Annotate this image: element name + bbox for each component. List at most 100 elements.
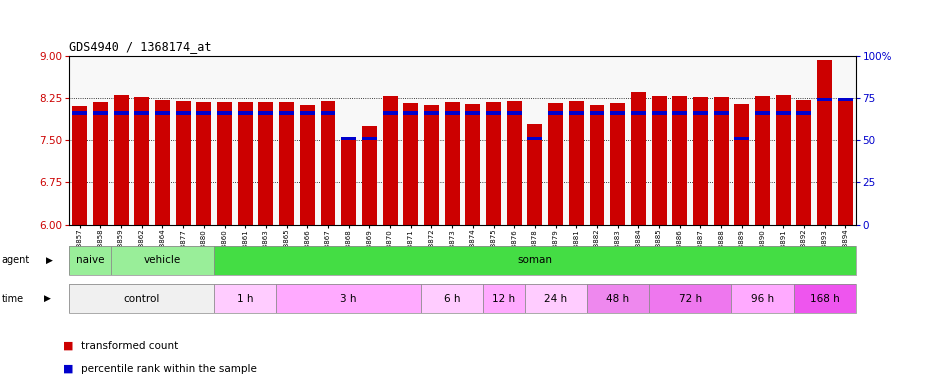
Bar (734, 104, 749, 225)
Bar (776, 95, 791, 225)
Bar (817, 98, 832, 101)
Bar (215, 284, 277, 313)
Bar (507, 101, 522, 225)
Text: GDS4940 / 1368174_at: GDS4940 / 1368174_at (69, 40, 212, 53)
Bar (610, 103, 625, 225)
Bar (403, 103, 418, 225)
Bar (277, 284, 421, 313)
Bar (362, 137, 376, 140)
Bar (196, 102, 211, 225)
Bar (732, 284, 794, 313)
Bar (672, 96, 687, 225)
Bar (714, 111, 729, 114)
Bar (258, 102, 274, 225)
Bar (114, 111, 129, 114)
Bar (483, 284, 524, 313)
Bar (838, 98, 853, 225)
Bar (341, 137, 356, 140)
Bar (362, 126, 376, 225)
Bar (589, 111, 604, 114)
Bar (321, 101, 336, 225)
Bar (776, 111, 791, 114)
Bar (589, 105, 604, 225)
Text: control: control (124, 293, 160, 304)
Text: transformed count: transformed count (81, 341, 179, 351)
Text: ▶: ▶ (44, 294, 51, 303)
Bar (794, 284, 856, 313)
Bar (424, 105, 438, 225)
Bar (155, 111, 170, 114)
Text: 72 h: 72 h (679, 293, 702, 304)
Bar (651, 111, 667, 114)
Text: ■: ■ (63, 341, 73, 351)
Bar (527, 137, 542, 140)
Bar (111, 246, 215, 275)
Bar (424, 111, 438, 114)
Bar (755, 111, 770, 114)
Bar (176, 101, 191, 225)
Bar (586, 284, 648, 313)
Bar (92, 111, 108, 114)
Bar (817, 60, 832, 225)
Bar (755, 96, 770, 225)
Bar (693, 111, 708, 114)
Bar (693, 97, 708, 225)
Bar (238, 111, 253, 114)
Bar (69, 246, 111, 275)
Text: 168 h: 168 h (809, 293, 840, 304)
Bar (341, 137, 356, 225)
Text: 3 h: 3 h (340, 293, 357, 304)
Text: time: time (2, 293, 24, 304)
Bar (383, 96, 398, 225)
Text: 24 h: 24 h (544, 293, 567, 304)
Bar (114, 95, 129, 225)
Bar (217, 102, 232, 225)
Bar (421, 284, 483, 313)
Text: 6 h: 6 h (444, 293, 461, 304)
Bar (796, 111, 811, 114)
Bar (279, 103, 294, 225)
Bar (549, 111, 563, 114)
Bar (321, 111, 336, 114)
Bar (69, 284, 215, 313)
Bar (92, 103, 108, 225)
Text: ■: ■ (63, 364, 73, 374)
Bar (465, 104, 480, 225)
Bar (524, 284, 586, 313)
Bar (672, 111, 687, 114)
Bar (445, 103, 460, 225)
Bar (648, 284, 732, 313)
Bar (796, 99, 811, 225)
Bar (507, 111, 522, 114)
Text: vehicle: vehicle (144, 255, 181, 265)
Bar (215, 246, 856, 275)
Bar (258, 111, 274, 114)
Bar (838, 98, 853, 101)
Bar (631, 92, 646, 225)
Bar (238, 102, 253, 225)
Bar (196, 111, 211, 114)
Text: agent: agent (2, 255, 31, 265)
Bar (734, 137, 749, 140)
Bar (72, 111, 87, 114)
Bar (486, 102, 501, 225)
Bar (176, 111, 191, 114)
Bar (486, 111, 501, 114)
Bar (549, 103, 563, 225)
Bar (155, 99, 170, 225)
Bar (610, 111, 625, 114)
Text: 96 h: 96 h (751, 293, 774, 304)
Bar (445, 111, 460, 114)
Text: naive: naive (76, 255, 105, 265)
Bar (569, 111, 584, 114)
Bar (134, 97, 149, 225)
Bar (72, 106, 87, 225)
Bar (134, 111, 149, 114)
Bar (279, 111, 294, 114)
Bar (714, 97, 729, 225)
Bar (300, 111, 314, 114)
Bar (300, 105, 314, 225)
Bar (527, 124, 542, 225)
Bar (383, 111, 398, 114)
Text: 12 h: 12 h (492, 293, 515, 304)
